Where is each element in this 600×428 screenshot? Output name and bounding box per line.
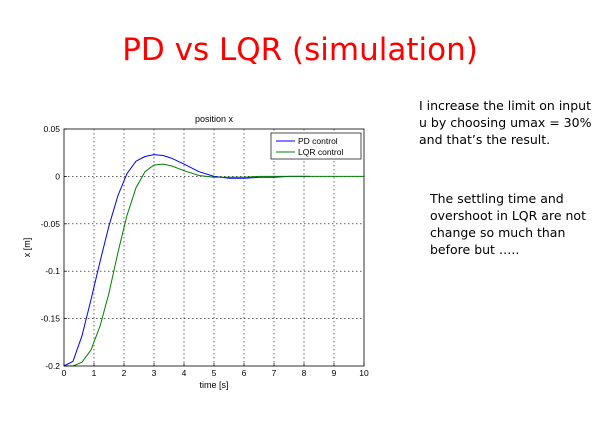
x-tick-label: 8 [302, 368, 307, 378]
slide-title: PD vs LQR (simulation) [122, 32, 478, 68]
x-tick-label: 4 [182, 368, 187, 378]
y-tick-label: -0.2 [45, 361, 60, 371]
chart-legend: PD control LQR control [270, 132, 362, 160]
series-layer [63, 154, 364, 367]
series-line-lqr [64, 163, 364, 367]
y-tick-label: -0.05 [41, 219, 61, 229]
y-tick-label: -0.15 [41, 314, 61, 324]
y-tick-label: -0.1 [45, 266, 60, 276]
x-tick-label: 2 [122, 368, 127, 378]
legend-box [270, 132, 362, 160]
x-tick-label: 0 [62, 368, 67, 378]
x-tick-label: 6 [242, 368, 247, 378]
legend-label-pd: PD control [298, 136, 338, 146]
x-axis-label: time [s] [199, 380, 228, 390]
x-tick-label: 7 [272, 368, 277, 378]
explanation-paragraph-2: The settling time and overshoot in LQR a… [430, 191, 586, 257]
x-tick-label: 5 [212, 368, 217, 378]
x-tick-label: 9 [332, 368, 337, 378]
y-tick-label: 0.05 [43, 124, 60, 134]
x-tick-label: 3 [152, 368, 157, 378]
plot-area [64, 129, 364, 366]
x-tick-label: 1 [92, 368, 97, 378]
position-chart: 0 1 2 3 4 5 6 7 8 9 10 -0.2 -0.15 -0.1 -0.05 0 0.05 posi… [22, 114, 369, 390]
y-axis-label: x [m] [22, 238, 32, 258]
explanation-paragraph-1: I increase the limit on input u by choos… [419, 98, 592, 147]
axis-layer [63, 128, 365, 367]
y-tick-label: 0 [55, 171, 60, 181]
chart-title: position x [195, 114, 234, 124]
plot-background [64, 129, 364, 366]
tick-labels: 0 1 2 3 4 5 6 7 8 9 10 -0.2 -0.15 -0.1 -0.05 0 0.05 [41, 124, 369, 378]
plot-border [63, 128, 365, 367]
series-line-pd [63, 154, 310, 367]
legend-label-lqr: LQR control [298, 147, 343, 157]
x-tick-label: 10 [359, 368, 369, 378]
